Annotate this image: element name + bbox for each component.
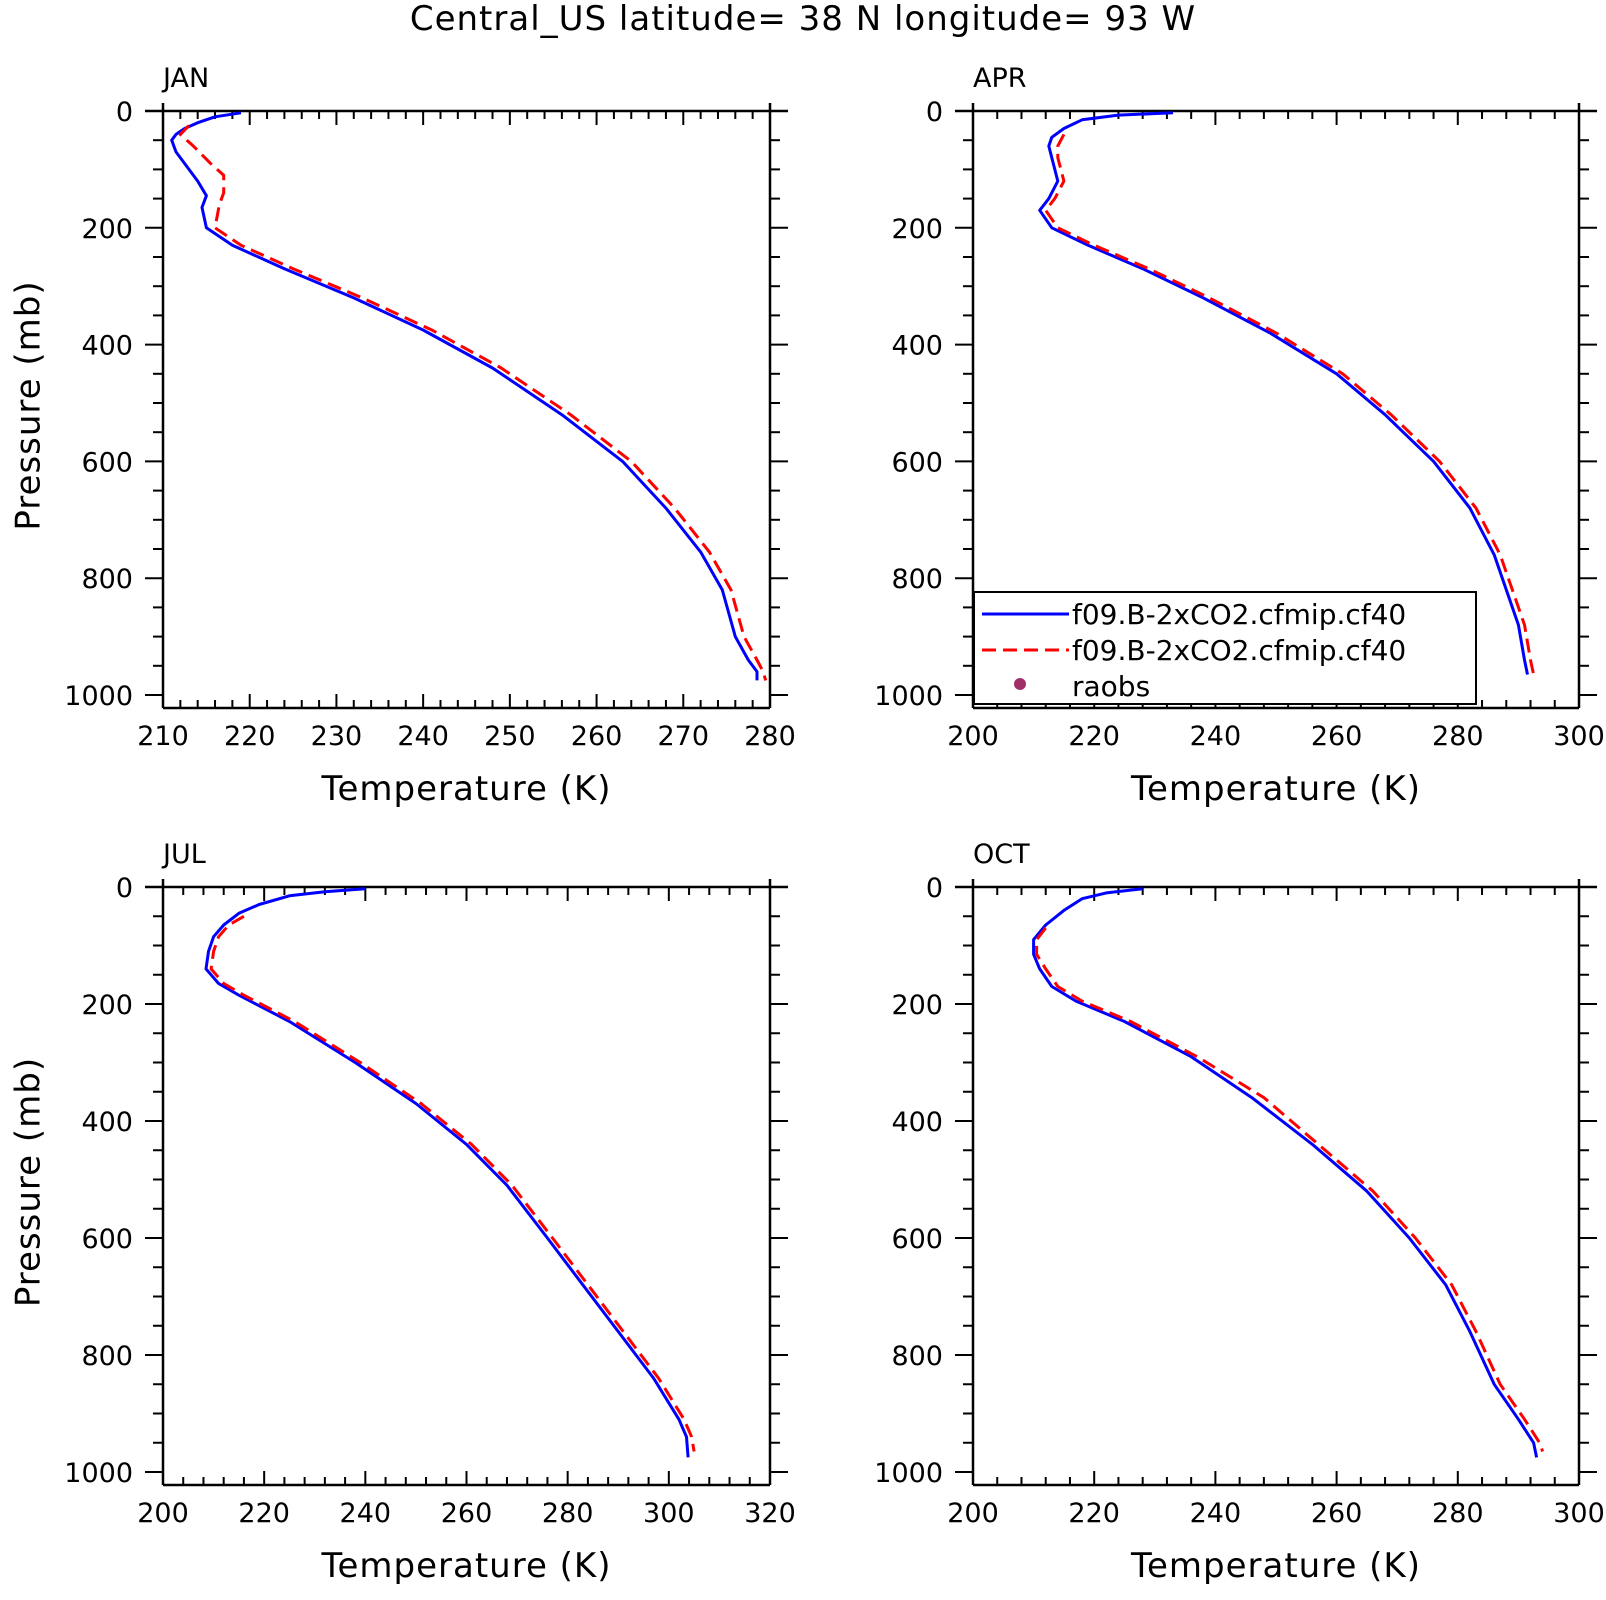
x-tick-label: 210 xyxy=(137,721,189,752)
figure-title: Central_US latitude= 38 N longitude= 93 … xyxy=(410,0,1196,39)
panel-title: OCT xyxy=(973,839,1030,870)
x-tick-label: 200 xyxy=(947,721,999,752)
legend: f09.B-2xCO2.cfmip.cf40f09.B-2xCO2.cfmip.… xyxy=(973,591,1477,705)
legend-label: f09.B-2xCO2.cfmip.cf40 xyxy=(1072,598,1406,631)
panel-title: JUL xyxy=(161,839,206,870)
x-tick-label: 300 xyxy=(1553,1498,1605,1529)
y-tick-label: 400 xyxy=(81,331,133,362)
y-axis-label: Pressure (mb) xyxy=(9,280,49,530)
y-tick-label: 0 xyxy=(116,97,133,128)
x-tick-label: 300 xyxy=(1553,721,1605,752)
panel-title: JAN xyxy=(161,63,209,94)
series-line-dashed xyxy=(209,915,696,1452)
x-tick-label: 300 xyxy=(643,1498,695,1529)
x-tick-label: 280 xyxy=(1432,721,1484,752)
x-tick-label: 200 xyxy=(947,1498,999,1529)
x-tick-label: 260 xyxy=(1311,721,1363,752)
x-tick-label: 280 xyxy=(542,1498,594,1529)
legend-marker-dot xyxy=(1014,678,1026,690)
y-axis-label: Pressure (mb) xyxy=(9,1057,49,1307)
y-tick-label: 0 xyxy=(926,97,943,128)
panel-jul: 200 220 240 260 280 300 320 0 200 400 600 800 1000 JU… xyxy=(9,839,796,1586)
panel-oct: 200 220 240 260 280 300 0 200 400 600 800 1000 OCT Te… xyxy=(874,839,1604,1586)
y-tick-label: 800 xyxy=(81,1341,133,1372)
y-tick-label: 200 xyxy=(891,990,943,1021)
y-tick-label: 200 xyxy=(81,990,133,1021)
y-tick-label: 400 xyxy=(891,331,943,362)
x-axis-label: Temperature (K) xyxy=(1130,1546,1421,1586)
series-line-solid xyxy=(1032,887,1539,1458)
legend-box xyxy=(973,591,1477,705)
x-tick-label: 260 xyxy=(441,1498,493,1529)
y-tick-label: 600 xyxy=(81,1224,133,1255)
x-tick-label: 220 xyxy=(1068,1498,1120,1529)
y-tick-label: 800 xyxy=(81,564,133,595)
y-tick-label: 800 xyxy=(891,1341,943,1372)
y-tick-label: 0 xyxy=(116,873,133,904)
series-line-solid xyxy=(1038,111,1529,675)
panel-title: APR xyxy=(973,63,1027,94)
x-tick-label: 220 xyxy=(238,1498,290,1529)
x-tick-label: 220 xyxy=(1068,721,1120,752)
x-tick-label: 250 xyxy=(484,721,536,752)
y-tick-label: 600 xyxy=(891,447,943,478)
x-tick-label: 220 xyxy=(224,721,276,752)
x-tick-label: 200 xyxy=(137,1498,189,1529)
series-line-dashed xyxy=(1044,133,1536,675)
series-line-dashed xyxy=(1035,927,1545,1452)
panel-jan: 210 220 230 240 250 260 270 280 0 200 400 600 800 100… xyxy=(9,63,796,809)
y-tick-label: 1000 xyxy=(874,1458,943,1489)
series-line-dashed xyxy=(178,124,768,681)
x-axis-label: Temperature (K) xyxy=(320,1546,611,1586)
x-tick-label: 280 xyxy=(744,721,796,752)
x-axis-label: Temperature (K) xyxy=(1130,769,1421,809)
y-tick-label: 800 xyxy=(891,564,943,595)
x-tick-label: 320 xyxy=(744,1498,796,1529)
y-tick-label: 200 xyxy=(891,214,943,245)
panels: 210 220 230 240 250 260 270 280 0 200 400 600 800 100… xyxy=(9,63,1605,1586)
x-tick-label: 280 xyxy=(1432,1498,1484,1529)
x-tick-label: 230 xyxy=(311,721,363,752)
series-line-solid xyxy=(204,887,690,1458)
x-axis-label: Temperature (K) xyxy=(320,769,611,809)
y-tick-label: 400 xyxy=(891,1107,943,1138)
x-tick-label: 240 xyxy=(1190,1498,1242,1529)
legend-label: f09.B-2xCO2.cfmip.cf40 xyxy=(1072,634,1406,667)
x-tick-label: 270 xyxy=(658,721,710,752)
y-tick-label: 1000 xyxy=(64,1458,133,1489)
y-tick-label: 1000 xyxy=(64,681,133,712)
series-line-solid xyxy=(170,111,759,681)
y-tick-label: 600 xyxy=(891,1224,943,1255)
legend-label: raobs xyxy=(1072,670,1150,703)
panel-apr: 200 220 240 260 280 300 0 200 400 600 800 1000 APR Te… xyxy=(874,63,1604,809)
y-tick-label: 1000 xyxy=(874,681,943,712)
y-tick-label: 600 xyxy=(81,447,133,478)
x-tick-label: 260 xyxy=(1311,1498,1363,1529)
y-tick-label: 200 xyxy=(81,214,133,245)
x-tick-label: 240 xyxy=(340,1498,392,1529)
x-tick-label: 260 xyxy=(571,721,623,752)
y-tick-label: 0 xyxy=(926,873,943,904)
x-tick-label: 240 xyxy=(1190,721,1242,752)
y-tick-label: 400 xyxy=(81,1107,133,1138)
x-tick-label: 240 xyxy=(397,721,449,752)
